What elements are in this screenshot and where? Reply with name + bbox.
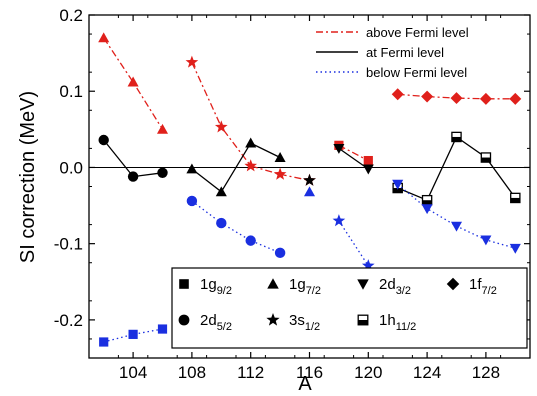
data-point-square bbox=[99, 337, 109, 347]
series-below-11 bbox=[303, 186, 316, 197]
series-line bbox=[191, 142, 281, 193]
legend-line-label: below Fermi level bbox=[366, 65, 467, 80]
y-tick-label: 0.0 bbox=[59, 158, 83, 177]
data-point-circle bbox=[127, 171, 139, 182]
x-axis-title: A bbox=[298, 373, 312, 395]
data-point-triangle-up bbox=[274, 152, 286, 162]
data-point-circle bbox=[186, 195, 198, 207]
data-point-star bbox=[244, 159, 258, 172]
x-tick-label: 104 bbox=[119, 363, 147, 382]
data-point-star bbox=[361, 259, 375, 272]
series-at-7 bbox=[333, 143, 374, 175]
data-point-circle bbox=[157, 167, 168, 178]
series-at-4 bbox=[98, 134, 168, 182]
series-line bbox=[191, 62, 310, 182]
x-tick-label: 112 bbox=[237, 363, 264, 382]
series-layer bbox=[98, 32, 522, 347]
legend-marker-label: 3s1/2 bbox=[289, 312, 320, 333]
data-point-triangle-up bbox=[303, 186, 316, 197]
x-tick-label: 128 bbox=[472, 363, 500, 382]
legend-marker-label: 1f7/2 bbox=[469, 276, 497, 297]
data-point-diamond bbox=[421, 90, 434, 103]
y-tick-label: 0.2 bbox=[59, 6, 83, 25]
y-tick-label: -0.2 bbox=[54, 311, 83, 330]
legend-marker-square bbox=[179, 279, 189, 289]
series-line bbox=[103, 328, 163, 343]
data-point-square bbox=[128, 329, 138, 339]
data-point-half-square bbox=[421, 194, 433, 206]
marker-legend-box bbox=[171, 267, 528, 349]
data-point-triangle-down bbox=[421, 204, 433, 215]
data-point-circle bbox=[245, 235, 256, 246]
data-point-triangle-down bbox=[362, 164, 374, 175]
data-point-circle bbox=[98, 134, 109, 146]
data-point-diamond bbox=[479, 92, 492, 105]
series-below-13 bbox=[392, 179, 521, 254]
data-point-triangle-down bbox=[509, 243, 521, 254]
data-point-triangle-up bbox=[98, 32, 110, 43]
x-tick-label: 124 bbox=[413, 363, 441, 382]
data-point-triangle-down bbox=[480, 235, 492, 246]
data-point-half-square bbox=[510, 192, 521, 204]
data-point-triangle-down bbox=[333, 143, 345, 154]
series-line bbox=[191, 200, 281, 254]
data-point-triangle-down bbox=[392, 179, 404, 190]
series-line bbox=[103, 37, 164, 130]
data-point-star bbox=[332, 214, 346, 227]
line-legend: above Fermi level at Fermi level below Fer… bbox=[316, 25, 469, 80]
data-point-triangle-down bbox=[450, 221, 463, 232]
y-tick-label: 0.1 bbox=[59, 82, 83, 101]
legend-marker-label: 1g9/2 bbox=[200, 276, 232, 297]
data-point-half-square bbox=[480, 152, 492, 163]
series-line bbox=[338, 144, 369, 162]
data-point-star bbox=[185, 55, 199, 68]
data-point-triangle-up bbox=[156, 123, 169, 134]
legend-marker-label: 1h11/2 bbox=[379, 312, 416, 333]
data-point-star bbox=[214, 120, 228, 133]
legend-marker-triangle-up bbox=[267, 278, 279, 289]
data-point-triangle-up bbox=[186, 163, 198, 174]
data-point-circle bbox=[274, 247, 286, 259]
series-at-6 bbox=[303, 173, 316, 186]
legend-marker-label: 1g7/2 bbox=[289, 276, 321, 297]
data-point-diamond bbox=[450, 92, 463, 105]
data-point-triangle-up bbox=[245, 137, 257, 148]
legend-marker-half-square bbox=[357, 314, 369, 326]
y-axis-title: SI correction (MeV) bbox=[17, 91, 39, 263]
data-point-half-square bbox=[451, 131, 462, 143]
series-above-3 bbox=[391, 88, 522, 105]
legend-marker-triangle-down bbox=[357, 279, 369, 290]
data-point-diamond bbox=[509, 92, 522, 105]
data-point-triangle-up bbox=[215, 186, 227, 197]
marker-legend: 1g9/2 1g7/2 2d3/2 1f7/2 2d5/2 3s1/2 1h11/2 bbox=[178, 276, 497, 333]
data-point-star bbox=[303, 173, 316, 186]
y-tick-label: -0.1 bbox=[54, 235, 83, 254]
series-line bbox=[397, 93, 516, 100]
data-point-square bbox=[157, 324, 168, 334]
legend-line-label: at Fermi level bbox=[366, 45, 444, 60]
data-point-square bbox=[363, 155, 373, 166]
legend-marker-label: 2d5/2 bbox=[200, 312, 232, 333]
legend-marker-diamond bbox=[446, 277, 460, 291]
x-tick-label: 116 bbox=[296, 363, 323, 382]
data-point-diamond bbox=[391, 88, 404, 101]
data-point-circle bbox=[216, 217, 227, 229]
series-below-12 bbox=[332, 214, 375, 272]
legend-marker-label: 2d3/2 bbox=[379, 276, 411, 297]
x-tick-label: 108 bbox=[178, 363, 206, 382]
legend-marker-circle bbox=[178, 314, 190, 326]
legend-marker-star bbox=[266, 313, 280, 326]
series-below-10 bbox=[186, 195, 286, 259]
x-tick-label: 120 bbox=[354, 363, 382, 382]
data-point-star bbox=[273, 167, 287, 180]
series-at-5 bbox=[186, 137, 286, 197]
legend-line-label: above Fermi level bbox=[366, 25, 469, 40]
data-point-triangle-up bbox=[127, 76, 139, 87]
series-below-9 bbox=[99, 324, 168, 347]
series-above-0 bbox=[98, 32, 169, 134]
